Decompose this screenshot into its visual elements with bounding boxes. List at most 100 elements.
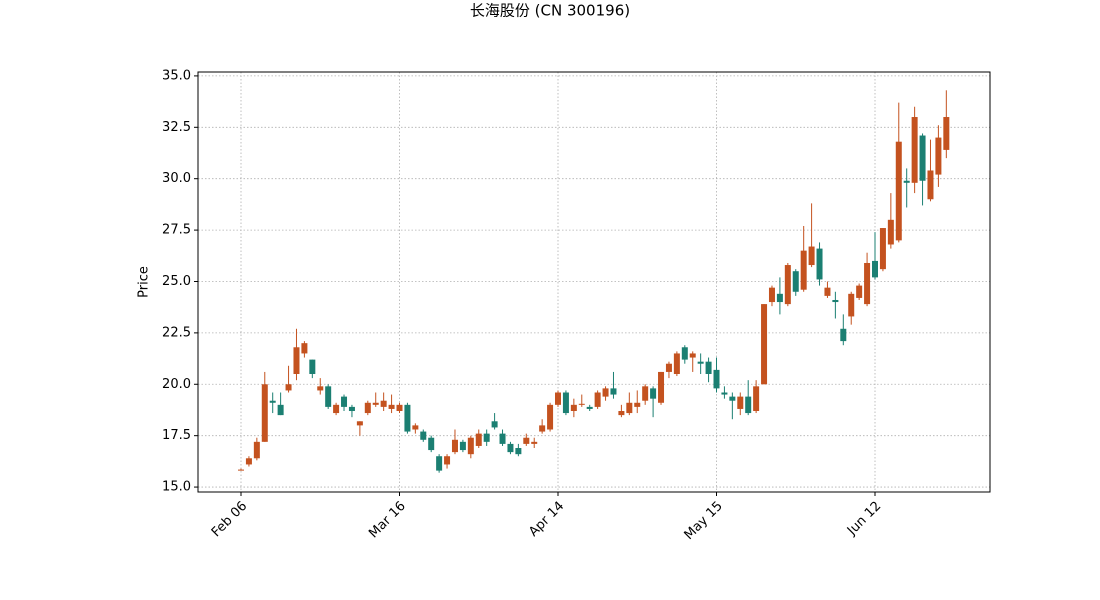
candle-body [840,328,847,342]
y-tick-label: 20.0 [162,377,191,392]
candle-body [784,265,791,305]
candle-body [539,425,546,432]
candle-body [562,392,569,414]
candle-body [578,403,585,405]
candle-body [642,386,649,401]
candle-body [348,406,355,412]
x-tick-label: Apr 14 [526,499,567,540]
candle-body [325,386,332,407]
candle-body [816,248,823,280]
candle-body [673,353,680,374]
x-tick-label: May 15 [682,499,726,543]
candle-body [475,433,482,446]
candle-body [269,400,276,403]
candle-body [285,384,292,391]
y-tick-label: 15.0 [162,480,191,495]
candle-body [547,404,554,430]
candle-body [713,369,720,389]
candle-body [879,228,886,270]
candle-body [721,392,728,395]
candle-body [705,361,712,374]
candle-body [301,343,308,354]
x-tick-label: Mar 16 [366,499,409,542]
candle-body [808,246,815,266]
candle-body [372,402,379,405]
candle-body [404,404,411,432]
candle-body [903,180,910,183]
candle-body [745,396,752,414]
candle-body [396,404,403,412]
candle-body [943,117,950,150]
candle-body [681,347,688,360]
candle-body [864,262,871,305]
y-axis-label: Price [137,266,152,298]
candle-body [420,431,427,440]
candle-body [658,371,665,403]
candle-body [436,456,443,471]
candle-body [626,402,633,414]
candle-body [261,384,268,442]
candle-body [832,299,839,303]
candle-body [848,293,855,317]
candle-body [650,388,657,399]
plot-frame [197,71,991,493]
y-tick-label: 27.5 [162,223,191,238]
candle-body [309,359,316,374]
candle-body [800,250,807,290]
candle-body [753,386,760,412]
candle-body [253,441,260,459]
candle-body [594,392,601,407]
y-tick-label: 22.5 [162,325,191,340]
candle-body [911,117,918,183]
candle-body [935,137,942,175]
candle-body [665,363,672,372]
candle-body [602,388,609,397]
candle-body [761,304,768,385]
candle-body [293,347,300,374]
y-tick-label: 32.5 [162,120,191,135]
candle-body [523,437,530,444]
candle-body [689,353,696,358]
candle-body [555,392,561,405]
x-tick-label: Feb 06 [209,499,251,541]
candle-body [499,433,506,444]
candle-body [824,287,831,296]
candle-body [412,425,419,430]
candle-body [927,170,934,200]
candle-body [364,402,371,414]
candle-body [737,396,744,409]
candle-body [895,141,902,241]
y-tick-label: 25.0 [162,274,191,289]
candle-body [467,437,474,455]
candle-body [483,433,490,442]
candle-body [729,396,736,401]
candle-body [919,135,926,181]
candle-body [333,404,340,414]
candle-body [388,404,395,409]
candle-body [459,441,466,451]
y-tick-label: 17.5 [162,428,191,443]
candle-body [491,421,498,428]
candle-body [356,421,363,426]
candle-body [245,458,252,465]
candle-body [856,285,863,298]
candle-body [610,388,617,395]
candle-body [586,406,593,409]
candle-body [570,404,577,412]
candle-body [887,219,894,245]
y-tick-label: 30.0 [162,171,191,186]
candle-body [531,441,538,444]
candle-body [380,400,387,407]
candle-body [618,411,625,416]
candle-body [872,260,878,278]
candle-body [341,396,348,407]
x-tick-label: Jun 12 [844,499,884,539]
y-tick-label: 35.0 [162,68,191,83]
chart-title: 长海股份 (CN 300196) [470,2,630,20]
candle-body [792,271,799,292]
candle-body [451,439,458,453]
candle-body [507,443,514,453]
candle-body [634,402,641,407]
candle-body [428,437,435,451]
